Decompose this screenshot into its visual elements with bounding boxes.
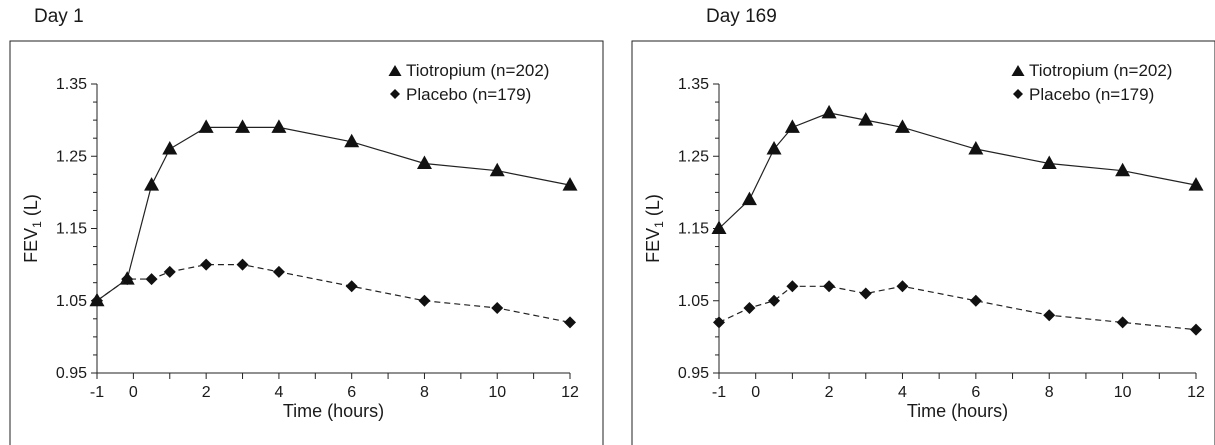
data-point-tiotropium	[416, 155, 432, 169]
chart-panel-1: 0.95 1.05 1.15 1.25 1.35 -1 0 2 4 6 8 10 12 Time (hou…	[631, 40, 1215, 445]
x-tick-label: 2	[202, 384, 211, 401]
x-tick-label: 2	[825, 384, 834, 401]
y-tick-label: 1.25	[678, 148, 709, 165]
legend-label: Placebo (n=179)	[1029, 85, 1154, 104]
y-tick-label: 1.05	[678, 293, 709, 310]
x-tick-label: 6	[971, 384, 980, 401]
x-tick-label: 8	[420, 384, 429, 401]
data-point-tiotropium	[344, 133, 360, 148]
y-tick-label: 0.95	[678, 365, 709, 382]
data-point-placebo	[786, 280, 799, 293]
data-point-placebo	[896, 280, 909, 293]
legend-label: Tiotropium (n=202)	[1029, 61, 1172, 80]
data-point-tiotropium	[235, 119, 251, 133]
x-tick-label: 12	[1187, 384, 1205, 401]
data-point-tiotropium	[562, 177, 578, 191]
chart-title-day-1: Day 1	[34, 6, 84, 27]
data-point-tiotropium	[1115, 162, 1131, 177]
legend-marker-placebo	[390, 89, 400, 99]
series-line-placebo	[718, 285, 1197, 331]
legend-label: Placebo (n=179)	[406, 85, 531, 104]
y-tick-label: 0.95	[56, 365, 87, 382]
data-point-tiotropium	[766, 141, 782, 155]
data-point-tiotropium	[741, 191, 757, 206]
x-axis-title: Time (hours)	[283, 401, 384, 421]
data-point-placebo	[969, 294, 982, 307]
data-point-placebo	[145, 273, 158, 286]
legend-marker-tiotropium	[388, 65, 402, 76]
x-axis-title: Time (hours)	[907, 401, 1008, 421]
x-tick-label: 6	[347, 384, 356, 401]
data-point-tiotropium	[784, 119, 800, 133]
y-tick-label: 1.25	[56, 148, 87, 165]
panel-frame	[9, 40, 604, 445]
panel-frame	[631, 40, 1215, 445]
data-point-placebo	[1116, 316, 1129, 329]
legend-label: Tiotropium (n=202)	[406, 61, 549, 80]
data-point-placebo	[236, 258, 249, 271]
data-point-placebo	[823, 280, 836, 293]
x-tick-label: 12	[561, 384, 579, 401]
chart-panel-0: 0.95 1.05 1.15 1.25 1.35 -1 0 2 4 6 8 10 12 Time (hou…	[9, 40, 604, 445]
data-point-tiotropium	[1188, 177, 1204, 191]
data-point-placebo	[1043, 309, 1056, 322]
x-tick-label: 0	[129, 384, 138, 401]
data-point-placebo	[713, 316, 725, 329]
data-point-placebo	[121, 273, 134, 286]
data-point-placebo	[743, 301, 756, 314]
data-point-placebo	[163, 265, 176, 278]
data-point-tiotropium	[858, 112, 874, 126]
data-point-tiotropium	[894, 119, 910, 133]
data-point-placebo	[272, 265, 285, 278]
data-point-placebo	[200, 258, 213, 271]
legend-marker-tiotropium	[1011, 65, 1025, 76]
y-tick-label: 1.05	[56, 293, 87, 310]
data-point-placebo	[345, 280, 358, 293]
data-point-placebo	[768, 294, 781, 307]
x-tick-label: 10	[1114, 384, 1132, 401]
data-point-placebo	[859, 287, 872, 300]
x-tick-label: 0	[751, 384, 760, 401]
y-tick-label: 1.15	[678, 221, 709, 238]
x-tick-label: 8	[1045, 384, 1054, 401]
chart-title-day-169: Day 169	[706, 6, 777, 27]
data-point-tiotropium	[162, 141, 178, 155]
data-point-tiotropium	[711, 220, 727, 234]
x-tick-label: 4	[274, 384, 283, 401]
data-point-tiotropium	[198, 119, 214, 133]
data-point-placebo	[1190, 323, 1202, 336]
y-tick-label: 1.35	[56, 76, 87, 93]
y-axis-title: FEV1 (L)	[643, 194, 666, 263]
data-point-placebo	[91, 294, 103, 307]
data-point-tiotropium	[968, 141, 984, 155]
x-tick-label: 10	[488, 384, 506, 401]
data-point-tiotropium	[489, 162, 505, 177]
data-point-placebo	[418, 294, 431, 307]
data-point-tiotropium	[1041, 155, 1057, 169]
y-tick-label: 1.15	[56, 221, 87, 238]
y-tick-label: 1.35	[678, 76, 709, 93]
x-tick-label: -1	[90, 384, 104, 401]
data-point-placebo	[564, 316, 576, 329]
data-point-placebo	[491, 301, 504, 314]
y-axis-title: FEV1 (L)	[21, 194, 44, 263]
legend-marker-placebo	[1013, 89, 1023, 99]
data-point-tiotropium	[271, 119, 287, 133]
data-point-tiotropium	[821, 104, 837, 119]
x-tick-label: 4	[898, 384, 907, 401]
x-tick-label: -1	[712, 384, 726, 401]
data-point-tiotropium	[144, 177, 160, 191]
